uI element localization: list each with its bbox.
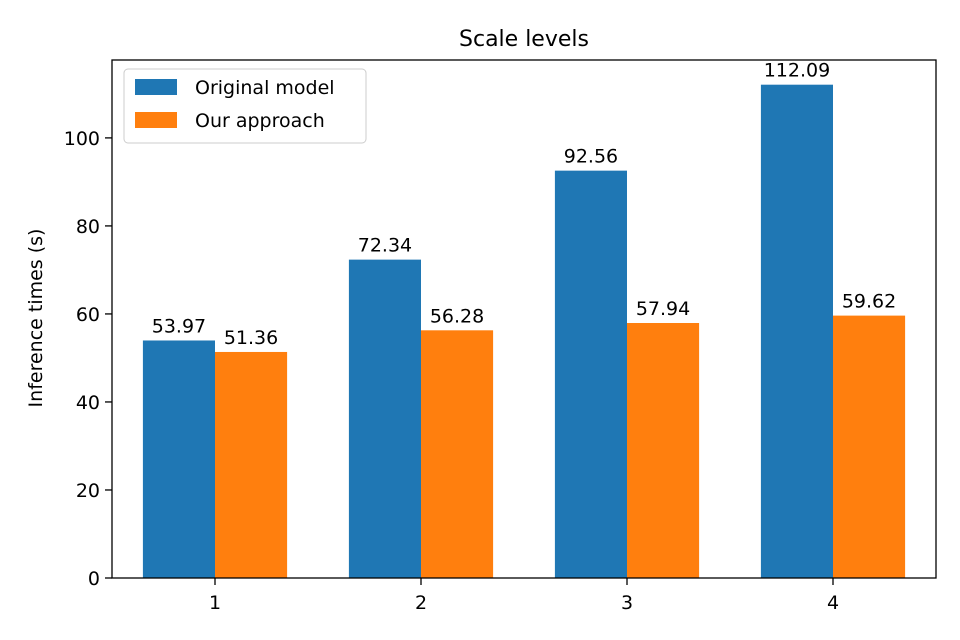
value-label-s2-2: 56.28 xyxy=(430,305,484,327)
x-tick-label-4: 4 xyxy=(827,592,839,614)
value-label-s1-4: 112.09 xyxy=(764,60,830,82)
plot-area: 53.97 72.34 92.56 112.09 51.36 56.28 57.94 59.6… xyxy=(64,59,937,614)
y-tick-label-20: 20 xyxy=(76,480,100,502)
chart-title: Scale levels xyxy=(459,27,589,52)
legend-swatch-s1 xyxy=(135,79,177,95)
legend-box xyxy=(123,68,367,144)
legend-swatch-s2 xyxy=(135,112,177,128)
value-label-s1-2: 72.34 xyxy=(358,235,412,257)
bar-s2-4 xyxy=(833,315,906,578)
bar-s1-4 xyxy=(760,84,833,578)
bar-s2-2 xyxy=(421,330,494,578)
value-label-s1-1: 53.97 xyxy=(152,315,206,337)
value-label-s2-1: 51.36 xyxy=(224,327,278,349)
bar-s2-3 xyxy=(627,323,700,578)
bar-s2-1 xyxy=(215,351,288,578)
y-tick-label-100: 100 xyxy=(64,128,100,150)
y-tick-label-60: 60 xyxy=(76,304,100,326)
legend-label-s2: Our approach xyxy=(195,110,325,132)
y-tick-label-0: 0 xyxy=(88,568,100,590)
y-tick-label-40: 40 xyxy=(76,392,100,414)
y-tick-label-80: 80 xyxy=(76,216,100,238)
bar-s1-3 xyxy=(554,170,627,578)
y-axis-label: Inference times (s) xyxy=(25,229,47,408)
x-tick-label-2: 2 xyxy=(415,592,427,614)
x-tick-label-3: 3 xyxy=(621,592,633,614)
value-label-s1-3: 92.56 xyxy=(564,146,618,168)
bar-s1-2 xyxy=(348,259,421,578)
value-label-s2-4: 59.62 xyxy=(842,291,896,313)
legend-label-s1: Original model xyxy=(195,77,335,99)
x-tick-label-1: 1 xyxy=(209,592,221,614)
axes-frame xyxy=(111,59,937,579)
value-label-s2-3: 57.94 xyxy=(636,298,690,320)
bar-s1-1 xyxy=(142,340,215,578)
